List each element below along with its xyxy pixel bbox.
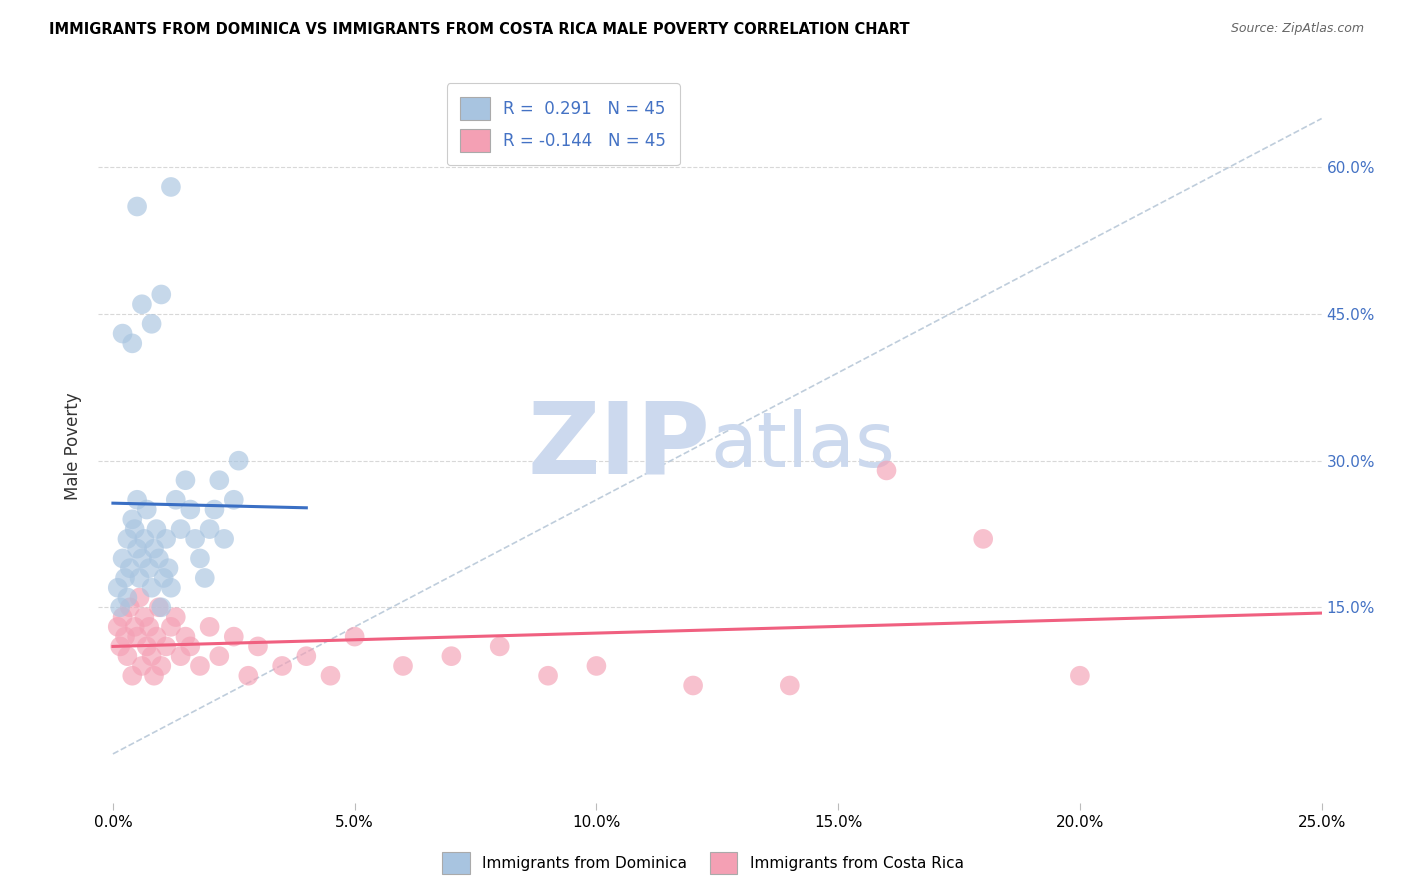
Legend: R =  0.291   N = 45, R = -0.144   N = 45: R = 0.291 N = 45, R = -0.144 N = 45 xyxy=(447,83,679,165)
Point xyxy=(160,620,183,634)
Point xyxy=(108,640,131,654)
Point xyxy=(148,551,170,566)
Point xyxy=(188,659,211,673)
Point xyxy=(392,659,415,673)
Point xyxy=(107,620,129,634)
Point xyxy=(537,669,560,683)
Point xyxy=(108,600,131,615)
Point xyxy=(111,326,134,341)
Point xyxy=(131,659,153,673)
Point xyxy=(876,463,898,477)
Point xyxy=(107,581,129,595)
Point xyxy=(145,522,167,536)
Point xyxy=(184,532,207,546)
Point xyxy=(169,522,191,536)
Point xyxy=(198,522,221,536)
Point xyxy=(118,561,141,575)
Point xyxy=(179,640,201,654)
Point xyxy=(160,581,183,595)
Point xyxy=(117,532,139,546)
Point xyxy=(148,600,170,615)
Point xyxy=(141,649,163,664)
Point xyxy=(135,502,157,516)
Text: Source: ZipAtlas.com: Source: ZipAtlas.com xyxy=(1230,22,1364,36)
Point xyxy=(138,620,160,634)
Point xyxy=(165,492,187,507)
Legend: Immigrants from Dominica, Immigrants from Costa Rica: Immigrants from Dominica, Immigrants fro… xyxy=(436,846,970,880)
Point xyxy=(131,297,153,311)
Point xyxy=(121,512,143,526)
Point xyxy=(174,630,197,644)
Point xyxy=(222,630,245,644)
Point xyxy=(131,551,153,566)
Point xyxy=(141,317,163,331)
Point xyxy=(114,571,136,585)
Point xyxy=(127,200,149,214)
Point xyxy=(208,473,231,487)
Point xyxy=(188,551,211,566)
Point xyxy=(128,571,150,585)
Point xyxy=(295,649,318,664)
Point xyxy=(194,571,217,585)
Point xyxy=(165,610,187,624)
Point xyxy=(111,551,134,566)
Point xyxy=(150,600,173,615)
Point xyxy=(157,561,180,575)
Point xyxy=(121,669,143,683)
Point xyxy=(124,620,146,634)
Text: IMMIGRANTS FROM DOMINICA VS IMMIGRANTS FROM COSTA RICA MALE POVERTY CORRELATION : IMMIGRANTS FROM DOMINICA VS IMMIGRANTS F… xyxy=(49,22,910,37)
Point xyxy=(118,600,141,615)
Point xyxy=(204,502,226,516)
Point xyxy=(222,492,245,507)
Point xyxy=(198,620,221,634)
Point xyxy=(208,649,231,664)
Point xyxy=(155,640,177,654)
Point xyxy=(169,649,191,664)
Point xyxy=(174,473,197,487)
Point xyxy=(319,669,342,683)
Point xyxy=(271,659,294,673)
Y-axis label: Male Poverty: Male Poverty xyxy=(65,392,83,500)
Text: ZIP: ZIP xyxy=(527,398,710,494)
Point xyxy=(127,541,149,556)
Point xyxy=(972,532,994,546)
Point xyxy=(212,532,235,546)
Point xyxy=(128,591,150,605)
Point xyxy=(150,659,173,673)
Point xyxy=(238,669,260,683)
Point xyxy=(117,649,139,664)
Point xyxy=(682,678,704,692)
Point xyxy=(134,532,156,546)
Point xyxy=(246,640,269,654)
Point xyxy=(145,630,167,644)
Text: atlas: atlas xyxy=(710,409,894,483)
Point xyxy=(134,610,156,624)
Point xyxy=(111,610,134,624)
Point xyxy=(152,571,174,585)
Point xyxy=(127,630,149,644)
Point xyxy=(138,561,160,575)
Point xyxy=(585,659,607,673)
Point xyxy=(143,669,166,683)
Point xyxy=(143,541,166,556)
Point xyxy=(121,336,143,351)
Point xyxy=(228,453,250,467)
Point xyxy=(127,492,149,507)
Point xyxy=(155,532,177,546)
Point xyxy=(160,180,183,194)
Point xyxy=(1069,669,1091,683)
Point xyxy=(488,640,510,654)
Point xyxy=(779,678,801,692)
Point xyxy=(117,591,139,605)
Point xyxy=(179,502,201,516)
Point xyxy=(440,649,463,664)
Point xyxy=(135,640,157,654)
Point xyxy=(114,630,136,644)
Point xyxy=(343,630,366,644)
Point xyxy=(150,287,173,301)
Point xyxy=(141,581,163,595)
Point xyxy=(124,522,146,536)
